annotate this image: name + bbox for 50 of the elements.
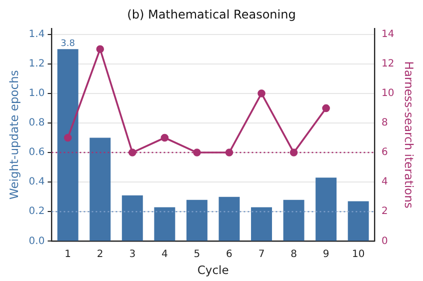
bar: [218, 196, 240, 241]
bar: [283, 200, 304, 241]
y-tick-label: 0.2: [28, 206, 45, 218]
bar: [57, 49, 78, 241]
y-tick-label: 1.0: [28, 88, 45, 100]
x-tick-label: 2: [96, 248, 104, 260]
y-tick-label: 0.0: [28, 236, 45, 247]
x-tick-label: 5: [194, 248, 200, 260]
point: [96, 45, 104, 53]
point: [64, 134, 72, 142]
y-tick-label: 1.4: [28, 28, 45, 40]
bar: [122, 195, 143, 241]
point: [128, 148, 136, 156]
point: [290, 148, 298, 156]
bar: [348, 201, 369, 241]
bar: [186, 200, 208, 241]
y-tick-label: 0.6: [28, 147, 45, 158]
x-tick-label: 8: [290, 248, 297, 260]
x-tick-label: 9: [322, 248, 330, 260]
y2-tick-label: 6: [381, 147, 388, 158]
x-tick-label: 10: [352, 248, 365, 260]
chart-title: (b) Mathematical Reasoning: [127, 7, 296, 22]
y2-tick-label: 0: [381, 236, 388, 247]
y-tick-label: 0.8: [28, 118, 45, 129]
y2-tick-label: 4: [381, 176, 388, 188]
point: [258, 90, 266, 98]
x-tick-label: 7: [258, 248, 265, 260]
x-tick-label: 6: [226, 248, 232, 260]
x-tick-label: 3: [129, 248, 136, 260]
point: [322, 104, 330, 112]
bar: [90, 138, 111, 241]
annotation: 3.8: [60, 38, 76, 49]
bar: [154, 207, 176, 241]
point: [193, 148, 201, 156]
x-axis-title: Cycle: [197, 263, 229, 278]
y2-axis-title: Harness-search iterations: [402, 61, 416, 208]
y2-tick-label: 8: [381, 118, 388, 129]
y-axis-title: Weight-update epochs: [6, 70, 21, 200]
y-tick-label: 1.2: [28, 58, 45, 70]
bar: [251, 207, 272, 241]
y2-tick-label: 2: [381, 206, 388, 218]
point: [160, 134, 169, 142]
x-tick-label: 1: [64, 248, 72, 260]
point: [225, 148, 234, 156]
y2-tick-label: 10: [381, 88, 394, 100]
x-tick-label: 4: [161, 248, 168, 260]
y2-tick-label: 14: [381, 28, 394, 40]
y-tick-label: 0.4: [28, 176, 45, 188]
bar: [316, 178, 337, 241]
y2-tick-label: 12: [381, 58, 394, 70]
